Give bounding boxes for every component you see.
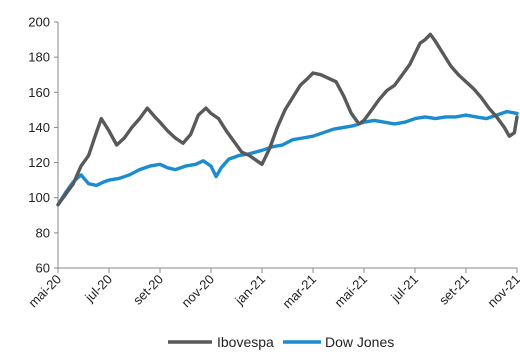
series-group	[56, 32, 519, 207]
series-line-dow-jones	[56, 109, 519, 207]
x-tick-label: nov-20	[178, 272, 217, 311]
y-tick-label: 120	[28, 155, 50, 170]
x-tick-label: set-20	[130, 272, 166, 308]
x-tick-label: nov-21	[484, 272, 520, 311]
y-tick-label: 160	[28, 85, 50, 100]
x-tick-label: mar-21	[279, 272, 319, 312]
y-axis-ticks: 60 80 100 120 140 160 180 200	[28, 15, 58, 276]
x-tick-label: set-21	[436, 272, 472, 308]
legend-label: Dow Jones	[325, 334, 394, 350]
legend: Ibovespa Dow Jones	[168, 334, 394, 350]
y-tick-label: 60	[36, 261, 50, 276]
y-tick-label: 180	[28, 50, 50, 65]
y-tick-label: 200	[28, 15, 50, 30]
y-tick-label: 100	[28, 190, 50, 205]
x-axis-ticks: mai-20 jul-20 set-20 nov-20 jan-21 mar-21 mai-…	[25, 268, 520, 311]
x-tick-label: jul-21	[387, 272, 421, 306]
series-line-ibovespa	[56, 32, 519, 207]
x-tick-label: jul-20	[81, 272, 115, 306]
x-tick-label: mai-21	[331, 272, 370, 311]
y-tick-label: 80	[36, 225, 50, 240]
x-tick-label: jan-21	[231, 272, 268, 309]
x-tick-label: mai-20	[25, 272, 64, 311]
legend-label: Ibovespa	[217, 334, 274, 350]
y-tick-label: 140	[28, 120, 50, 135]
